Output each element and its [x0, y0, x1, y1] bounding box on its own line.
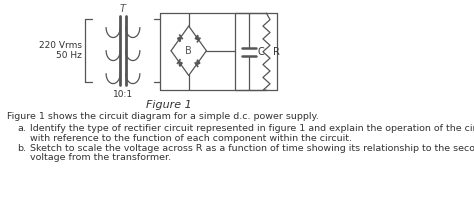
- Polygon shape: [196, 60, 200, 65]
- Text: R: R: [273, 47, 280, 57]
- Text: a.: a.: [17, 124, 26, 133]
- Text: 10:1: 10:1: [113, 90, 133, 99]
- Polygon shape: [179, 61, 182, 66]
- Polygon shape: [195, 35, 199, 40]
- Text: Sketch to scale the voltage across R as a function of time showing its relations: Sketch to scale the voltage across R as …: [30, 144, 474, 153]
- Text: voltage from the transformer.: voltage from the transformer.: [30, 153, 171, 163]
- Polygon shape: [178, 37, 181, 42]
- Text: C: C: [257, 47, 264, 57]
- Text: Identify the type of rectifier circuit represented in figure 1 and explain the o: Identify the type of rectifier circuit r…: [30, 124, 474, 133]
- Text: b.: b.: [17, 144, 26, 153]
- Text: 220 Vrms: 220 Vrms: [39, 41, 82, 50]
- Text: Figure 1 shows the circuit diagram for a simple d.c. power supply.: Figure 1 shows the circuit diagram for a…: [7, 112, 319, 121]
- Text: with reference to the function of each component within the circuit.: with reference to the function of each c…: [30, 134, 352, 143]
- Text: Figure 1: Figure 1: [146, 100, 192, 110]
- Text: B: B: [185, 46, 192, 56]
- Text: 50 Hz: 50 Hz: [56, 51, 82, 60]
- Text: T: T: [120, 4, 126, 14]
